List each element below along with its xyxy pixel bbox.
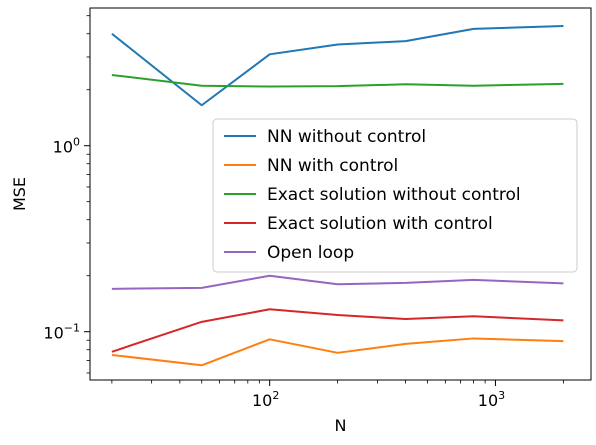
series-line-1 [111, 337, 564, 367]
series-lines [111, 25, 564, 367]
series-line-3 [111, 308, 564, 353]
series-line-0 [111, 25, 564, 107]
x-tick-label: 103 [478, 389, 505, 410]
y-axis-label: MSE [10, 177, 29, 211]
legend-label-4: Open loop [267, 243, 354, 263]
plot-frame [89, 7, 592, 381]
legend-label-2: Exact solution without control [267, 185, 521, 205]
y-tick-label: 10−1 [43, 322, 80, 343]
legend: NN without control NN with control Exact s… [212, 118, 578, 273]
legend-label-1: NN with control [267, 156, 398, 176]
axis-ticks: 102 103 10−1 100 [43, 15, 564, 410]
legend-label-3: Exact solution with control [267, 214, 493, 234]
y-tick-label: 100 [53, 136, 80, 157]
series-line-2 [111, 73, 564, 88]
x-axis-label: N [335, 416, 347, 435]
series-line-4 [111, 274, 564, 290]
legend-box [212, 118, 578, 273]
x-tick-label: 102 [252, 389, 279, 410]
legend-label-0: NN without control [267, 127, 426, 147]
